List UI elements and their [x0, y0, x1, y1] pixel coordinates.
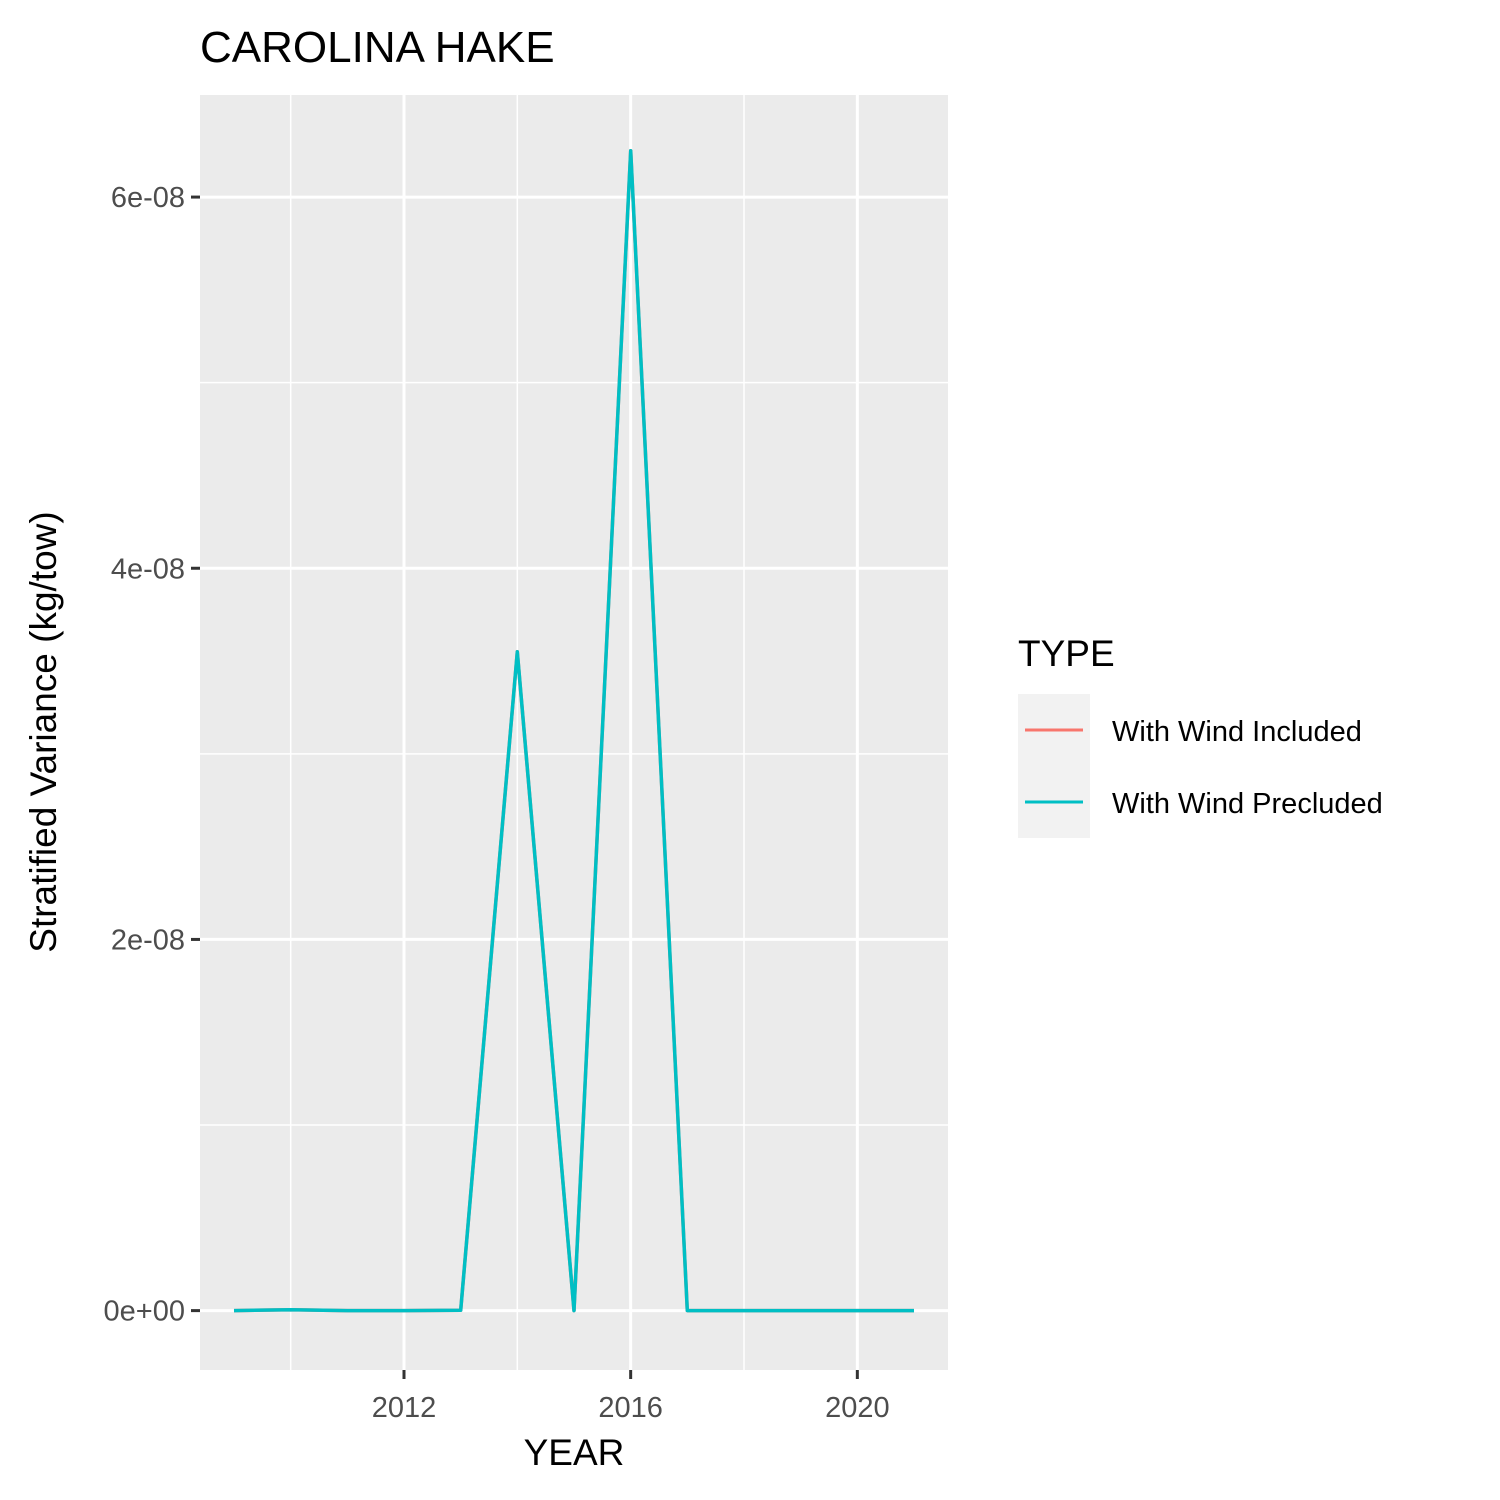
legend-label-with-wind-precluded: With Wind Precluded [1112, 788, 1383, 820]
legend-label-with-wind-included: With Wind Included [1112, 716, 1362, 748]
x-tick-label: 2020 [825, 1392, 890, 1424]
y-tick-label: 2e-08 [111, 924, 185, 956]
x-axis-title: YEAR [524, 1432, 625, 1473]
series-line-with-wind-precluded [233, 148, 914, 1313]
legend-title: TYPE [1018, 633, 1115, 674]
plot-panel [200, 95, 948, 1370]
legend-key-background [1018, 694, 1090, 838]
x-axis: 2012 2016 2020 [372, 1370, 890, 1424]
grid-minor [200, 95, 948, 1370]
series-lines [233, 148, 914, 1313]
legend: TYPE With Wind Included With Wind Preclu… [1018, 633, 1383, 838]
y-axis-title: Stratified Variance (kg/tow) [23, 511, 64, 952]
x-tick-label: 2016 [598, 1392, 663, 1424]
y-tick-label: 6e-08 [111, 182, 185, 214]
chart-title: CAROLINA HAKE [200, 23, 555, 72]
x-tick-label: 2012 [372, 1392, 437, 1424]
y-tick-label: 0e+00 [104, 1296, 185, 1328]
y-axis: 0e+00 2e-08 4e-08 6e-08 [104, 182, 200, 1328]
y-tick-label: 4e-08 [111, 553, 185, 585]
